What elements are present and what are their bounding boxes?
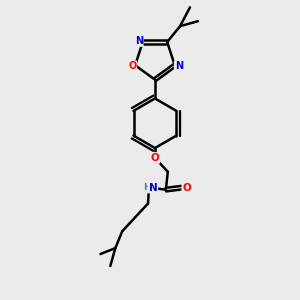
Text: O: O xyxy=(151,153,159,163)
Text: O: O xyxy=(128,61,136,71)
Text: N: N xyxy=(135,36,143,46)
Text: N: N xyxy=(148,183,157,193)
Text: H: H xyxy=(143,183,150,192)
Text: O: O xyxy=(182,183,191,193)
Text: N: N xyxy=(175,61,183,71)
